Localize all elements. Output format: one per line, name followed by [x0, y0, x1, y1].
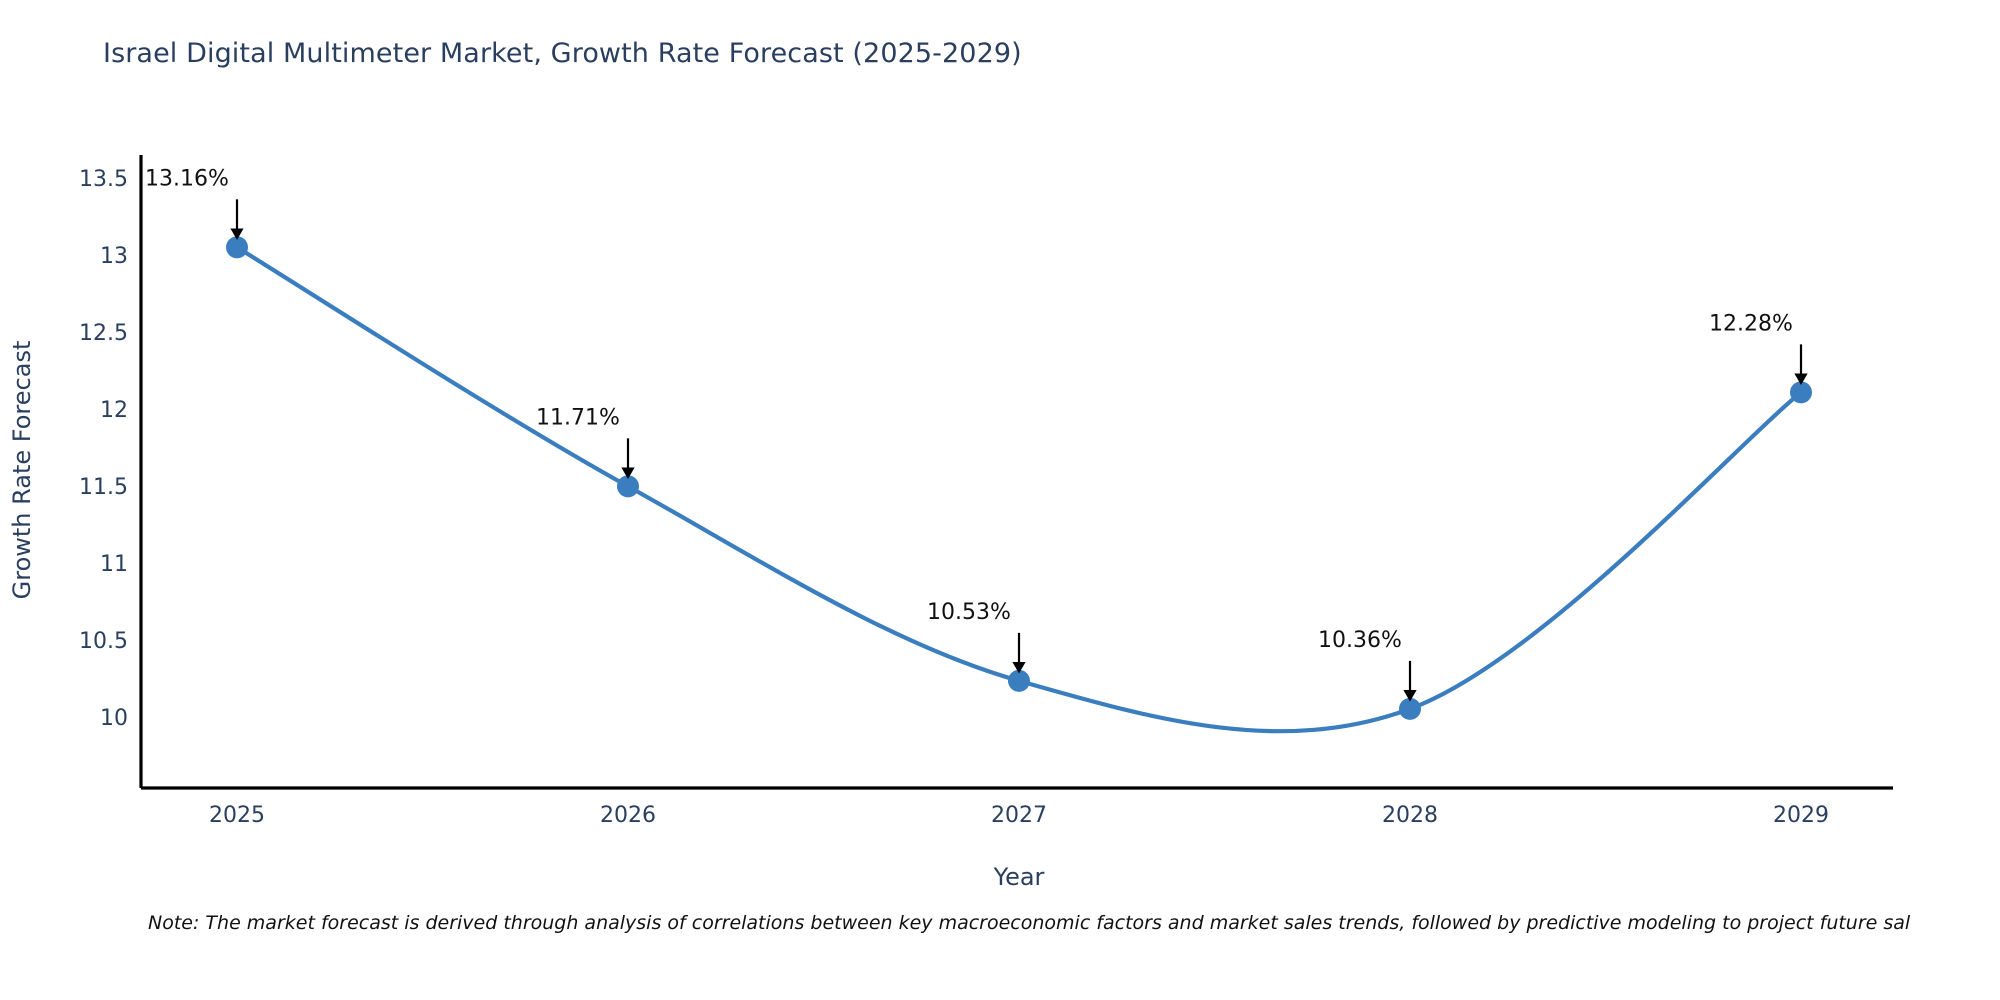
point-label: 10.53% [927, 600, 1011, 625]
y-tick-label: 11 [100, 552, 128, 577]
annotation-arrows [230, 199, 1808, 702]
y-axis-title: Growth Rate Forecast [8, 341, 36, 600]
x-axis-title: Year [993, 863, 1045, 891]
point-label: 10.36% [1318, 628, 1402, 653]
point-label: 12.28% [1709, 311, 1793, 336]
data-point-marker[interactable] [226, 236, 248, 259]
x-tick-label: 2025 [209, 803, 265, 828]
annotation-labels: 13.16% 11.71% 10.53% 10.36% 12.28% [145, 166, 1793, 653]
y-tick-label: 12 [100, 398, 128, 423]
data-point-marker[interactable] [1790, 381, 1812, 404]
x-tick-label: 2029 [1773, 803, 1829, 828]
series-markers [226, 236, 1812, 720]
chart-title: Israel Digital Multimeter Market, Growth… [103, 38, 1022, 69]
y-tick-label: 13 [100, 244, 128, 269]
y-tick-label: 11.5 [79, 475, 128, 500]
point-label: 13.16% [145, 166, 229, 191]
data-point-marker[interactable] [1399, 697, 1421, 720]
point-label: 11.71% [536, 405, 620, 430]
chart-footnote: Note: The market forecast is derived thr… [148, 912, 1911, 934]
x-tick-label: 2027 [991, 803, 1047, 828]
data-point-marker[interactable] [617, 475, 639, 498]
y-tick-label: 13.5 [79, 167, 128, 192]
x-tick-label: 2026 [600, 803, 656, 828]
x-tick-label: 2028 [1382, 803, 1438, 828]
y-tick-label: 10.5 [79, 629, 128, 654]
x-axis-tick-labels: 2025 2026 2027 2028 2029 [209, 803, 1829, 828]
y-tick-label: 10 [100, 706, 128, 731]
y-tick-label: 12.5 [79, 321, 128, 346]
data-point-marker[interactable] [1008, 669, 1030, 692]
y-axis-tick-labels: 13.5 13 12.5 12 11.5 11 10.5 10 [79, 167, 128, 731]
